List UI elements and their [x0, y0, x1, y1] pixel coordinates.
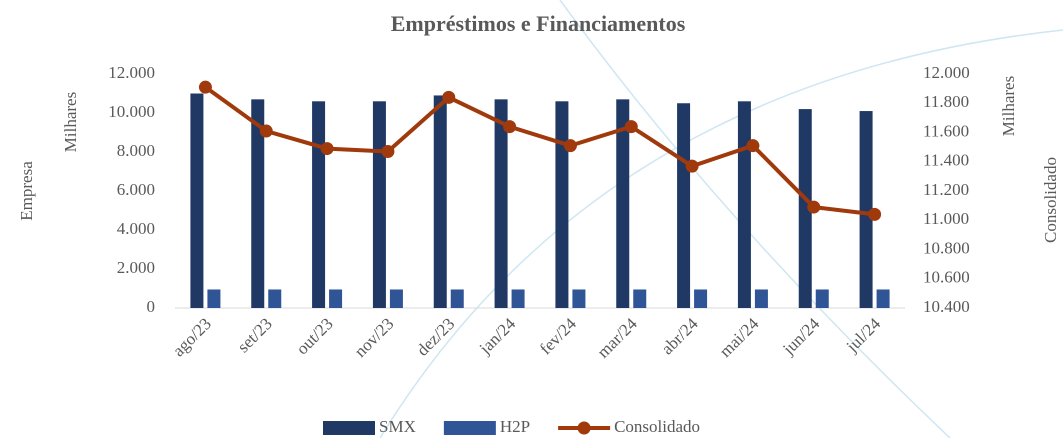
- bar: [694, 289, 708, 308]
- bar: [389, 289, 403, 308]
- bar: [859, 111, 873, 308]
- decor-curve: [559, 0, 951, 438]
- y-tick-label: 0: [147, 297, 156, 316]
- bar: [329, 289, 343, 308]
- line-marker: [685, 159, 699, 173]
- bar: [876, 289, 890, 308]
- legend-label: SMX: [379, 417, 416, 436]
- bar: [268, 289, 282, 308]
- y-tick-label: 2.000: [117, 258, 155, 277]
- decor-curve: [379, 29, 1063, 438]
- x-tick-label: out/23: [293, 314, 337, 358]
- line: [204, 85, 875, 217]
- bar: [737, 101, 751, 308]
- bar: [616, 99, 630, 308]
- bar: [798, 109, 812, 308]
- line-marker: [746, 139, 760, 153]
- bar: [754, 289, 768, 308]
- y2-tick-label: 10.800: [923, 238, 970, 257]
- line-marker: [198, 80, 212, 94]
- y-tick-label: 10.000: [108, 102, 155, 121]
- legend-swatch: [323, 421, 375, 435]
- line-marker: [868, 207, 882, 221]
- y2-tick-label: 11.000: [923, 209, 969, 228]
- y2-tick-label: 11.600: [923, 121, 969, 140]
- y2-tick-label: 11.400: [923, 151, 969, 170]
- y2-axis-unit: Milhares: [999, 76, 1018, 136]
- y-axis-unit: Milhares: [61, 92, 80, 152]
- y-tick-label: 6.000: [117, 180, 155, 199]
- y-tick-label: 4.000: [117, 219, 155, 238]
- bar: [555, 101, 569, 308]
- y2-axis-label: Consolidado: [1041, 157, 1060, 243]
- y-axis-label: Empresa: [17, 161, 36, 221]
- x-tick-label: mai/24: [716, 314, 763, 361]
- bar: [572, 289, 586, 308]
- bar: [815, 289, 829, 308]
- x-tick-label: fev/24: [536, 314, 580, 358]
- line-marker: [503, 120, 517, 134]
- bar: [433, 95, 447, 308]
- legend-swatch: [577, 421, 591, 435]
- legend-swatch: [443, 421, 496, 435]
- bar: [677, 103, 691, 308]
- x-tick-label: mar/24: [593, 314, 641, 362]
- bar: [511, 289, 525, 308]
- line-marker: [807, 200, 821, 214]
- x-tick-label: nov/23: [351, 314, 398, 361]
- bar: [207, 289, 221, 308]
- x-tick-label: jan/24: [475, 314, 520, 359]
- line-marker: [442, 90, 456, 104]
- x-tick-label: jun/24: [778, 314, 823, 359]
- y2-tick-label: 11.800: [923, 92, 969, 111]
- x-tick-label: abr/24: [658, 314, 702, 358]
- line-marker: [563, 139, 577, 153]
- x-tick-label: ago/23: [169, 314, 215, 360]
- bar: [494, 99, 508, 308]
- bar: [633, 289, 647, 308]
- bar: [251, 99, 265, 308]
- x-tick-label: jul/24: [842, 314, 885, 357]
- y2-tick-label: 11.200: [923, 180, 969, 199]
- chart-title: Empréstimos e Financiamentos: [391, 11, 686, 36]
- y2-tick-label: 12.000: [923, 63, 970, 82]
- legend-label: Consolidado: [614, 417, 700, 436]
- line-marker: [624, 120, 638, 134]
- bar: [190, 93, 204, 308]
- y2-tick-label: 10.600: [923, 268, 970, 287]
- bar: [372, 101, 386, 308]
- line-marker: [381, 145, 395, 159]
- x-tick-label: set/23: [234, 314, 276, 356]
- legend-label: H2P: [500, 417, 530, 436]
- y2-tick-label: 10.400: [923, 297, 970, 316]
- y-tick-label: 12.000: [108, 63, 155, 82]
- line-marker: [259, 124, 273, 138]
- bar: [450, 289, 464, 308]
- bar: [312, 101, 326, 308]
- line-marker: [320, 142, 334, 156]
- y-tick-label: 8.000: [117, 141, 155, 160]
